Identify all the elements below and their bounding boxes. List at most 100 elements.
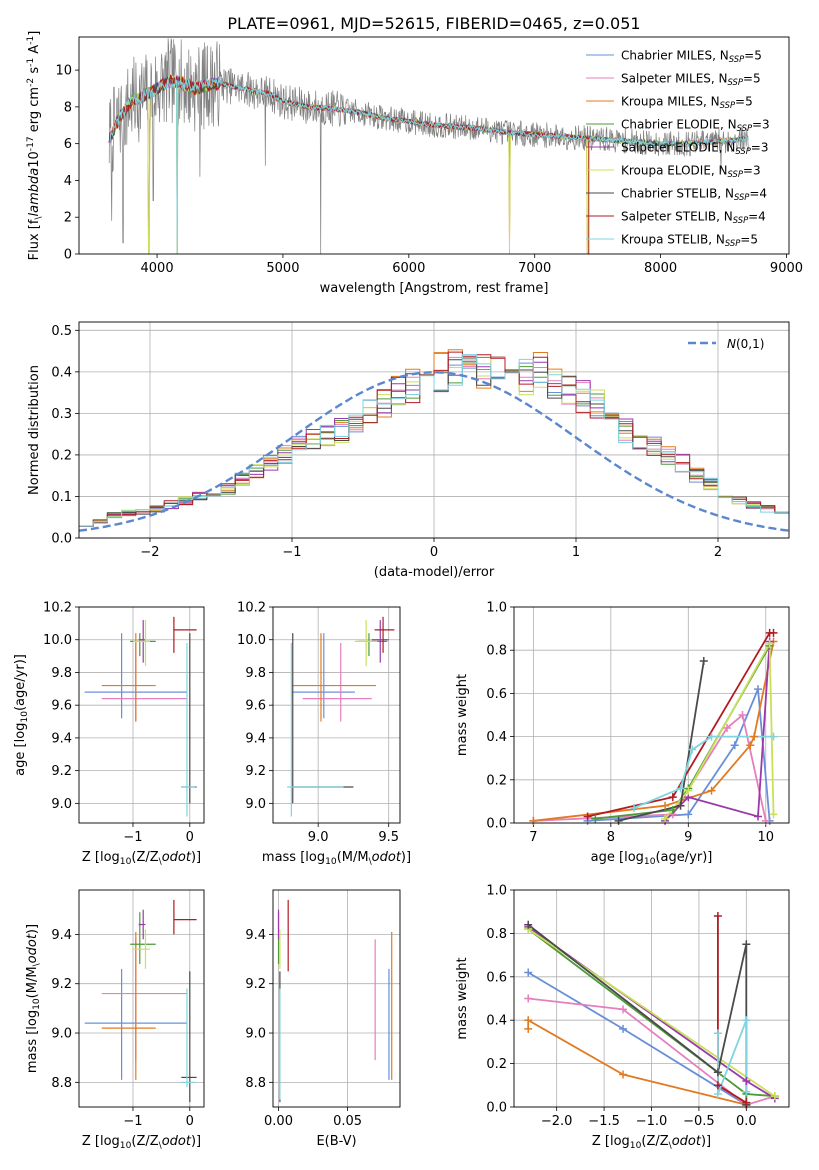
x-axis-label: age [log10(age/yr)] (591, 850, 713, 867)
label-fragment: odot (162, 1134, 192, 1149)
axes-frame (78, 321, 790, 539)
y-tick-label: 9.2 (245, 977, 266, 992)
label-fragment: Kroupa MILES, N (621, 95, 720, 109)
weight-point-marker (730, 741, 739, 750)
x-tick-label: −1.0 (636, 1114, 668, 1129)
y-tick-label: 9.4 (51, 928, 72, 943)
label-fragment: Chabrier STELIB, N (621, 187, 734, 201)
weight-series-line (664, 641, 771, 822)
y-tick-label: 9.6 (51, 699, 72, 714)
label-fragment: \ (369, 857, 373, 867)
x-tick-label: 4000 (141, 261, 174, 276)
y-tick-label: 0.4 (486, 1014, 507, 1029)
y-tick-label: 4 (64, 174, 72, 189)
label-fragment: 10 (20, 711, 30, 723)
weight-point-marker (524, 1024, 533, 1033)
weight-point-marker (619, 1005, 628, 1014)
legend: N(0,1) (688, 337, 764, 351)
y-tick-label: 10.2 (237, 601, 266, 616)
label-fragment: =3 (743, 164, 761, 178)
x-tick-label: 6000 (392, 261, 425, 276)
weight-point-marker (746, 741, 755, 750)
residual-histogram-panel: −2 −1 0 1 2 0.0 0.1 0.2 0.3 0.4 0.5 (data-model)/er… (27, 321, 790, 580)
y-tick-label: 0.3 (51, 407, 72, 422)
label-fragment: erg cm (27, 87, 42, 136)
label-fragment: -1 (26, 58, 36, 67)
weight-point-marker (769, 732, 778, 741)
weight-point-marker (524, 994, 533, 1003)
label-fragment: wavelength [Angstrom, rest frame] (320, 281, 549, 296)
weight-point-marker (742, 1087, 751, 1096)
x-tick-label: 9000 (770, 261, 803, 276)
label-fragment: odot (25, 933, 40, 963)
y-tick-label: 8.8 (245, 1076, 266, 1091)
x-tick-label: −1 (282, 545, 301, 560)
y-axis-label: Flux [f\lambda10-17 erg cm-2 s-1 A-1] (26, 31, 44, 261)
label-fragment: \ (34, 216, 44, 220)
label-fragment: odot (162, 850, 192, 865)
age-vs-metallicity-panel: −1 09.09.29.49.69.810.010.2Z [log10(Z/Z\o… (13, 601, 205, 867)
x-tick-label: −2 (140, 545, 159, 560)
y-tick-label: 0.0 (51, 532, 72, 547)
label-fragment: A (27, 45, 42, 58)
x-tick-label: 0.0 (736, 1114, 757, 1129)
label-fragment: lambda (27, 168, 42, 217)
label-fragment: -17 (26, 136, 36, 151)
mass-weight-vs-metallicity-panel: −2.0 −1.5 −1.0 −0.5 0.0 0.0 0.2 0.4 0.6 0.8 1.0 Z [… (455, 884, 790, 1151)
label-fragment: 10 (32, 998, 42, 1010)
label-fragment: )] (191, 850, 201, 865)
label-fragment: Z [log (82, 850, 120, 865)
axes-frame (272, 606, 401, 824)
figure-title: PLATE=0961, MJD=52615, FIBERID=0465, z=0… (227, 14, 640, 33)
label-fragment: Z [log (82, 1134, 120, 1149)
y-tick-label: 9.0 (51, 797, 72, 812)
x-tick-label: 10 (757, 830, 774, 845)
legend-entry: Kroupa MILES, NSSP=5 (621, 95, 753, 111)
weight-point-marker (591, 814, 600, 823)
label-fragment: =4 (748, 210, 766, 224)
label-fragment: SSP (734, 192, 750, 202)
label-fragment: )] (401, 850, 411, 865)
x-tick-label: 2 (714, 545, 722, 560)
label-fragment: (age/yr)] (13, 654, 28, 711)
plot-area (79, 349, 789, 532)
x-tick-label: −1.5 (588, 1114, 620, 1129)
y-tick-label: 6 (64, 137, 72, 152)
weight-point-marker (614, 816, 623, 825)
legend-entry: Chabrier MILES, NSSP=5 (621, 49, 762, 65)
y-tick-label: 9.2 (245, 764, 266, 779)
weight-point-marker (583, 812, 592, 821)
y-axis-label: age [log10(age/yr)] (13, 654, 30, 776)
x-tick-label: 8 (607, 830, 615, 845)
weight-point-marker (754, 812, 763, 821)
x-tick-label: 0.00 (264, 1114, 293, 1129)
weight-series-line (528, 997, 776, 1106)
label-fragment: (Z/Z (131, 850, 158, 865)
weight-point-marker (661, 814, 670, 823)
y-tick-label: 8.8 (51, 1076, 72, 1091)
label-fragment: \ (159, 857, 163, 867)
label-fragment: Salpeter ELODIE, N (621, 141, 735, 155)
y-axis-label: mass [log10(M/M\odot)] (25, 924, 42, 1073)
label-fragment: Chabrier ELODIE, N (621, 118, 737, 132)
label-fragment: =5 (743, 72, 761, 86)
y-tick-label: 0.6 (486, 970, 507, 985)
y-tick-label: 9.0 (245, 1027, 266, 1042)
label-fragment: -1 (26, 36, 36, 45)
label-fragment: SSP (728, 169, 744, 179)
weight-point-marker (529, 816, 538, 825)
legend-entry: N(0,1) (727, 337, 764, 351)
y-tick-label: 10 (55, 64, 72, 79)
y-tick-label: 0 (64, 248, 72, 263)
label-fragment: 10 (325, 857, 337, 867)
weight-point-marker (765, 639, 774, 648)
weight-point-marker (688, 745, 697, 754)
weight-series-line (533, 641, 775, 822)
label-fragment: \ (159, 1141, 163, 1151)
x-tick-label: 0 (186, 1114, 194, 1129)
label-fragment: (0,1) (736, 337, 764, 351)
y-tick-label: 9.0 (51, 1027, 72, 1042)
x-tick-label: 9.5 (378, 830, 399, 845)
x-tick-label: 7000 (518, 261, 551, 276)
